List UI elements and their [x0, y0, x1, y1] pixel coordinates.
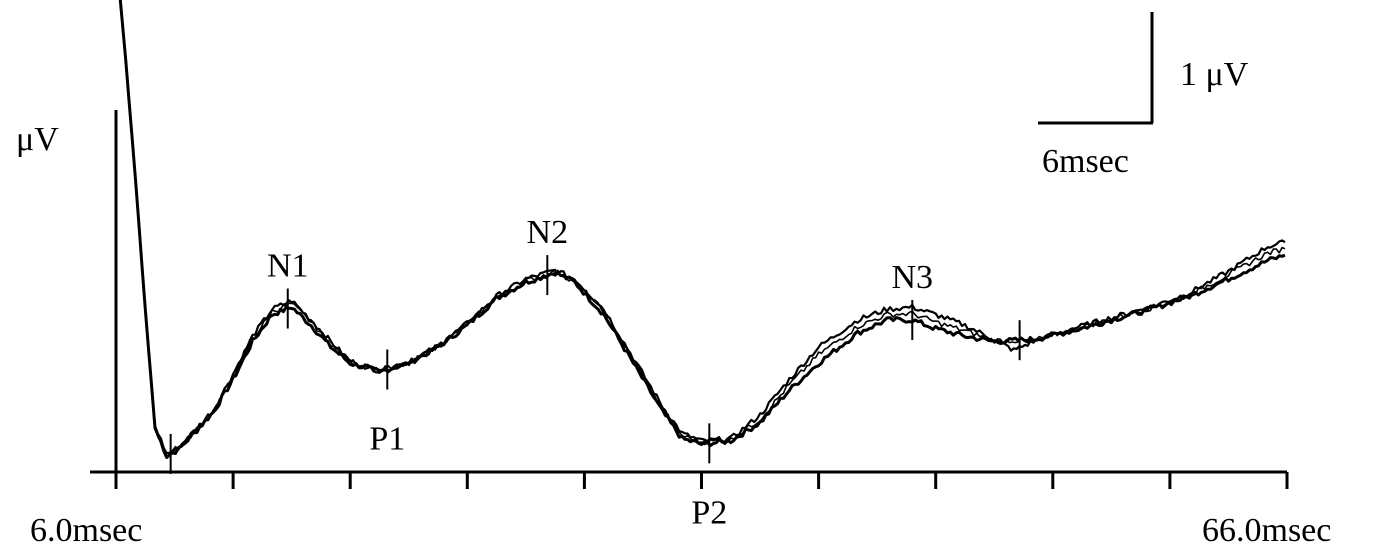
scale-bar: 1 μV 6msec	[1038, 12, 1249, 180]
trace-line-3	[119, 0, 1286, 458]
scale-bar-voltage-label: 1 μV	[1180, 56, 1249, 93]
y-axis-label: μV	[16, 121, 59, 158]
axes	[90, 110, 1289, 489]
trace-line-2	[119, 0, 1286, 455]
scale-bar-time-label: 6msec	[1042, 143, 1129, 180]
trace-line-1	[118, 0, 1286, 459]
traces	[118, 0, 1286, 459]
peak-label-n3: N3	[891, 259, 933, 296]
x-tick-label-start: 6.0msec	[30, 512, 142, 549]
peak-markers: N1 P1 N2 P2 N3	[169, 214, 1021, 531]
peak-label-n1: N1	[267, 248, 309, 285]
peak-label-p2: P2	[691, 494, 727, 531]
x-tick-label-end: 66.0msec	[1202, 512, 1331, 549]
peak-label-n2: N2	[527, 214, 569, 251]
peak-label-p1: P1	[369, 421, 405, 458]
